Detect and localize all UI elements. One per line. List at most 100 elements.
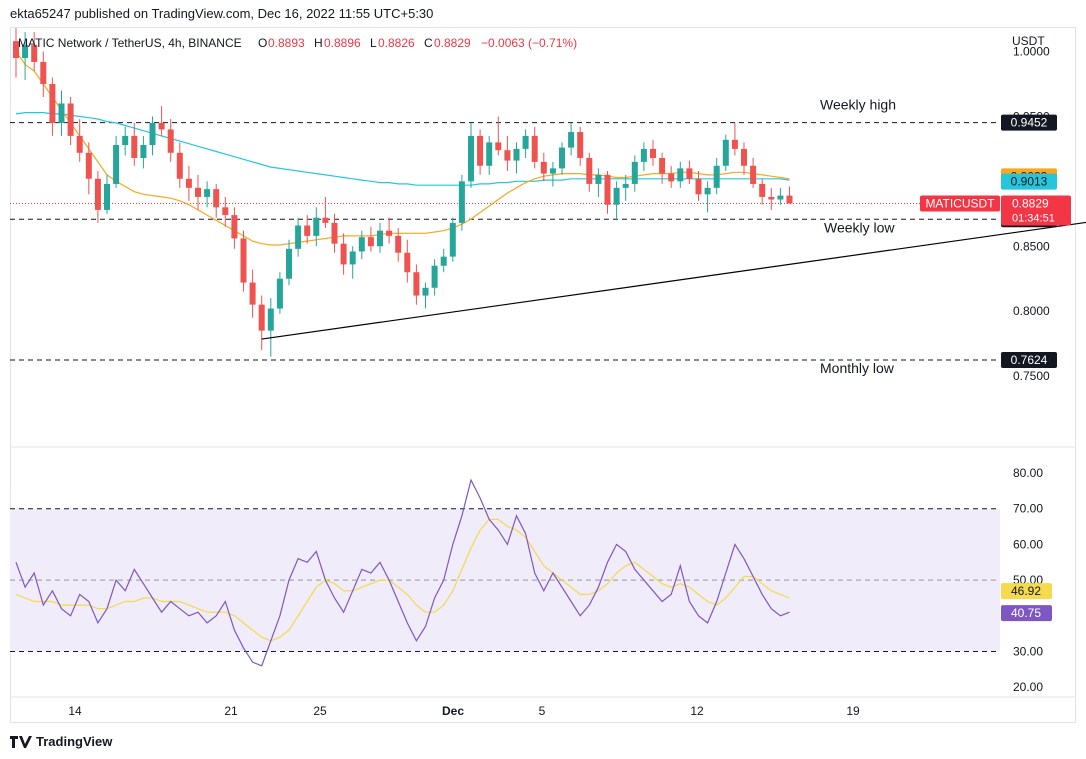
candle-body xyxy=(377,230,383,247)
legend-change: −0.0063 (−0.71%) xyxy=(481,36,577,50)
candle-body xyxy=(531,135,538,162)
candle-body xyxy=(513,148,520,161)
time-axis-tick: 19 xyxy=(846,704,860,718)
levels-group: Weekly high Weekly low Monthly low xyxy=(10,97,1000,376)
legend-low-value: 0.8826 xyxy=(378,36,415,50)
candle-body xyxy=(49,84,56,123)
candle-body xyxy=(176,152,183,179)
price-tags: 0.94520.87080.76240.90230.9013MATICUSDT0… xyxy=(920,114,1071,622)
candle-body xyxy=(750,165,757,184)
candle-body xyxy=(759,183,766,197)
rsi-axis-tick: 70.00 xyxy=(1013,502,1043,516)
rsi-axis-tick: 60.00 xyxy=(1013,537,1043,551)
legend-close-value: 0.8829 xyxy=(434,36,471,50)
tradingview-logo-icon xyxy=(10,735,32,748)
candle-body xyxy=(586,157,593,184)
price-axis-tick: 0.8000 xyxy=(1013,304,1050,318)
candle-body xyxy=(158,122,165,130)
candle-body xyxy=(650,148,656,158)
candle-body xyxy=(631,161,638,184)
footer-logo-text: TradingView xyxy=(36,734,113,749)
candle-body xyxy=(622,183,629,188)
candle-body xyxy=(276,278,283,309)
trendline-group xyxy=(261,221,1086,340)
axis-labels: 1.00000.95000.85000.80000.7500142125Dec5… xyxy=(68,45,1050,718)
symbol-tag xyxy=(920,195,1000,212)
last-price-tag xyxy=(1001,195,1071,226)
level-tag xyxy=(1001,114,1057,131)
footer-logo[interactable]: TradingView xyxy=(10,734,112,749)
candle-body xyxy=(722,139,729,166)
candle-body xyxy=(222,207,229,216)
candle-body xyxy=(113,145,120,184)
candle-body xyxy=(549,168,556,174)
level-caption: Weekly high xyxy=(820,97,896,113)
legend-low-label: L xyxy=(370,36,377,50)
candle-body xyxy=(249,282,256,305)
time-axis-tick: 5 xyxy=(539,704,546,718)
candle-body xyxy=(367,237,374,247)
candle-body xyxy=(213,189,220,208)
candle-body xyxy=(559,147,565,169)
candle-body xyxy=(267,308,274,331)
candle-body xyxy=(22,45,29,59)
candle-body xyxy=(449,222,456,257)
candle-body xyxy=(85,152,92,179)
candle-body xyxy=(713,165,720,188)
candle-body xyxy=(204,189,211,197)
candle-body xyxy=(777,195,784,200)
candle-body xyxy=(313,217,320,236)
currency-label: USDT xyxy=(1012,34,1045,48)
legend-symbol: MATIC Network / TetherUS, 4h, BINANCE xyxy=(18,36,242,50)
legend-high-label: H xyxy=(314,36,323,50)
candle-body xyxy=(731,139,738,149)
level-caption: Monthly low xyxy=(820,360,895,376)
legend-open-value: 0.8893 xyxy=(268,36,305,50)
candle-body xyxy=(540,161,547,174)
rsi-value-tag xyxy=(1001,605,1052,622)
candle-body xyxy=(686,168,693,179)
last-price-label: 0.8829 xyxy=(1012,197,1049,211)
rsi-value-tag xyxy=(1001,583,1052,600)
candle-body xyxy=(768,196,775,200)
chart-frame xyxy=(10,27,1076,723)
candle-body xyxy=(704,187,711,195)
time-axis-tick: 25 xyxy=(313,704,327,718)
rsi-axis-tick: 80.00 xyxy=(1013,466,1043,480)
candle-body xyxy=(67,103,74,136)
level-tag xyxy=(1001,351,1057,368)
candle-body xyxy=(495,142,502,151)
moving-averages xyxy=(15,51,790,246)
countdown-label: 01:34:51 xyxy=(1012,213,1055,225)
ma-slow-line xyxy=(15,111,790,186)
price-axis-tick: 1.0000 xyxy=(1013,45,1050,59)
candle-body xyxy=(185,178,192,188)
ma-value-tag xyxy=(1001,173,1057,190)
candle-body xyxy=(322,217,329,223)
candle-body xyxy=(122,135,129,146)
candle-body xyxy=(104,183,110,210)
candle-body xyxy=(31,45,38,62)
candle-body xyxy=(741,148,747,166)
candle-body xyxy=(149,122,156,146)
rsi-axis-tick: 20.00 xyxy=(1013,680,1043,694)
candle-body xyxy=(386,230,393,236)
candle-body xyxy=(240,238,247,283)
candle-body xyxy=(413,272,420,296)
rsi-value-label: 46.92 xyxy=(1011,584,1041,598)
legend-open-label: O xyxy=(258,36,267,50)
candle-body xyxy=(349,251,356,265)
candles-group xyxy=(13,28,793,357)
candle-body xyxy=(695,178,702,195)
legend-close-label: C xyxy=(424,36,433,50)
candle-body xyxy=(231,215,238,239)
candle-body xyxy=(131,135,138,158)
price-axis-tick: 0.7500 xyxy=(1013,369,1050,383)
candle-body xyxy=(677,168,684,182)
candle-body xyxy=(458,181,465,223)
candle-body xyxy=(468,135,474,182)
candle-body xyxy=(522,135,529,149)
candle-body xyxy=(440,256,447,266)
candle-body xyxy=(786,195,793,204)
